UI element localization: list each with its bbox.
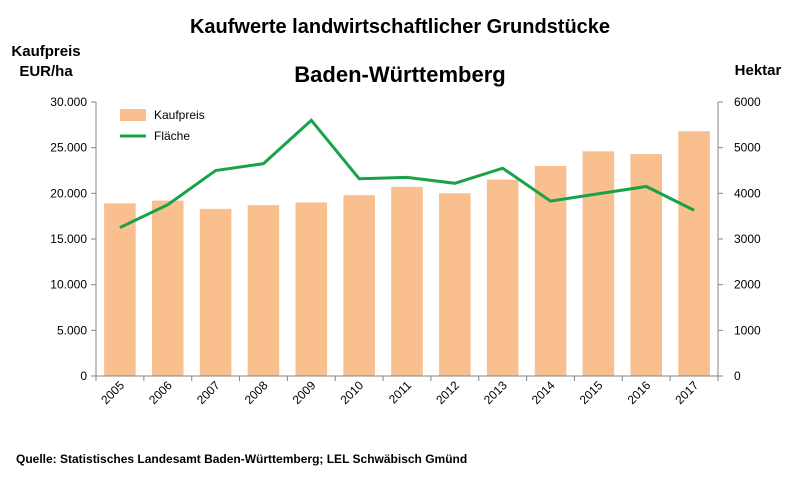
x-tick-label: 2008 <box>242 378 271 407</box>
chart-title: Kaufwerte landwirtschaftlicher Grundstüc… <box>189 16 611 38</box>
y-left-tick-label: 20.000 <box>50 186 87 200</box>
chart-subtitle: Baden-Württemberg <box>294 62 506 87</box>
y-left-tick-label: 30.000 <box>50 95 87 109</box>
bar-kaufpreis-2009 <box>295 202 328 376</box>
x-tick-label: 2013 <box>481 378 510 407</box>
legend-label-kaufpreis: Kaufpreis <box>154 108 205 122</box>
source-note: Quelle: Statistisches Landesamt Baden-Wü… <box>16 452 468 466</box>
x-tick-label: 2009 <box>290 378 319 407</box>
bar-kaufpreis-2010 <box>343 195 375 376</box>
bar-kaufpreis-2011 <box>391 186 423 376</box>
y-right-tick-label: 3000 <box>734 232 761 246</box>
bar-kaufpreis-2005 <box>104 203 136 376</box>
x-tick-label: 2005 <box>98 378 127 407</box>
x-tick-label: 2014 <box>529 378 558 407</box>
x-tick-label: 2016 <box>625 378 654 407</box>
bar-kaufpreis-2008 <box>247 205 280 376</box>
y-left-tick-label: 15.000 <box>50 232 87 246</box>
bar-kaufpreis-2006 <box>151 200 184 376</box>
y-left-tick-label: 0 <box>80 369 87 383</box>
y-axis-right-label: Hektar <box>734 62 782 79</box>
y-right-tick-label: 5000 <box>734 141 761 155</box>
x-tick-label: 2006 <box>146 378 175 407</box>
y-left-tick-label: 25.000 <box>50 141 87 155</box>
bar-kaufpreis-2013 <box>486 179 519 376</box>
x-tick-label: 2015 <box>577 378 606 407</box>
y-right-tick-label: 6000 <box>734 95 761 109</box>
y-right-tick-label: 1000 <box>734 323 761 337</box>
x-tick-label: 2017 <box>672 378 701 407</box>
bar-kaufpreis-2015 <box>582 151 615 376</box>
y-left-tick-label: 5.000 <box>57 323 87 337</box>
x-tick-label: 2012 <box>433 378 462 407</box>
y-right-tick-label: 0 <box>734 369 741 383</box>
y-right-tick-label: 4000 <box>734 186 761 200</box>
y-axis-left-label: Kaufpreis EUR/ha <box>11 43 81 80</box>
bar-kaufpreis-2012 <box>439 193 471 376</box>
legend-label-flaeche: Fläche <box>154 129 190 143</box>
y-right-tick-label: 2000 <box>734 278 761 292</box>
legend-swatch-kaufpreis <box>120 109 146 121</box>
y-left-tick-label: 10.000 <box>50 278 87 292</box>
bar-kaufpreis-2017 <box>678 131 710 376</box>
bar-kaufpreis-2014 <box>534 165 567 376</box>
x-tick-label: 2007 <box>194 378 223 407</box>
x-tick-label: 2010 <box>337 378 366 407</box>
x-tick-label: 2011 <box>386 378 414 406</box>
bar-kaufpreis-2007 <box>199 208 232 376</box>
